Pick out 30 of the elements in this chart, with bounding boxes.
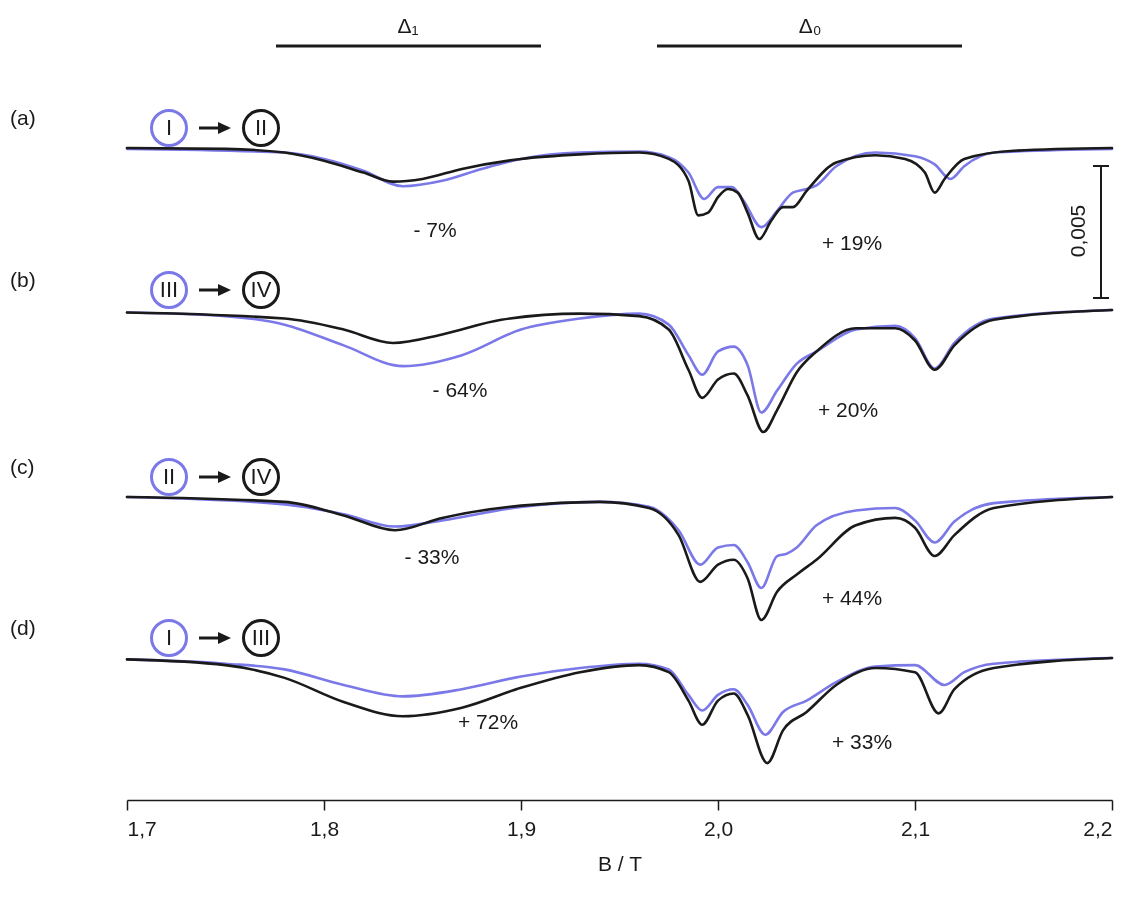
chart-title: (c)	[10, 455, 35, 478]
series-label: I	[150, 109, 188, 147]
chart-title: (a)	[10, 106, 36, 129]
legend-label: II	[242, 109, 280, 147]
x-tick-label: 2,2	[1083, 816, 1113, 840]
series-label: II	[150, 458, 188, 496]
text: Δ₀	[798, 14, 822, 38]
x-tick-label: 1,8	[309, 816, 340, 840]
annotation: - 33%	[404, 545, 460, 569]
annotation: - 7%	[413, 218, 457, 242]
annotation: - 64%	[432, 378, 488, 402]
annotation: + 72%	[457, 710, 519, 734]
series-label: I	[150, 619, 188, 657]
text: Δ₁	[397, 14, 419, 38]
annotation: + 19%	[821, 231, 883, 255]
x-tick-label: 2,0	[703, 816, 734, 840]
chart-title: (b)	[10, 268, 36, 291]
annotation: 0,005	[1066, 204, 1090, 258]
series-label: III	[150, 271, 188, 309]
x-tick-label: 2,1	[900, 816, 931, 840]
legend-label: IV	[242, 458, 280, 496]
legend-label: IV	[242, 271, 280, 309]
x-axis-title: B / T	[598, 851, 643, 875]
legend-label: III	[242, 619, 280, 657]
x-tick-label: 1,9	[506, 816, 537, 840]
chart-title: (d)	[10, 616, 36, 639]
annotation: + 20%	[817, 398, 879, 422]
annotation: + 44%	[821, 586, 883, 610]
x-tick-label: 1,7	[127, 816, 157, 840]
annotation: + 33%	[831, 730, 893, 754]
